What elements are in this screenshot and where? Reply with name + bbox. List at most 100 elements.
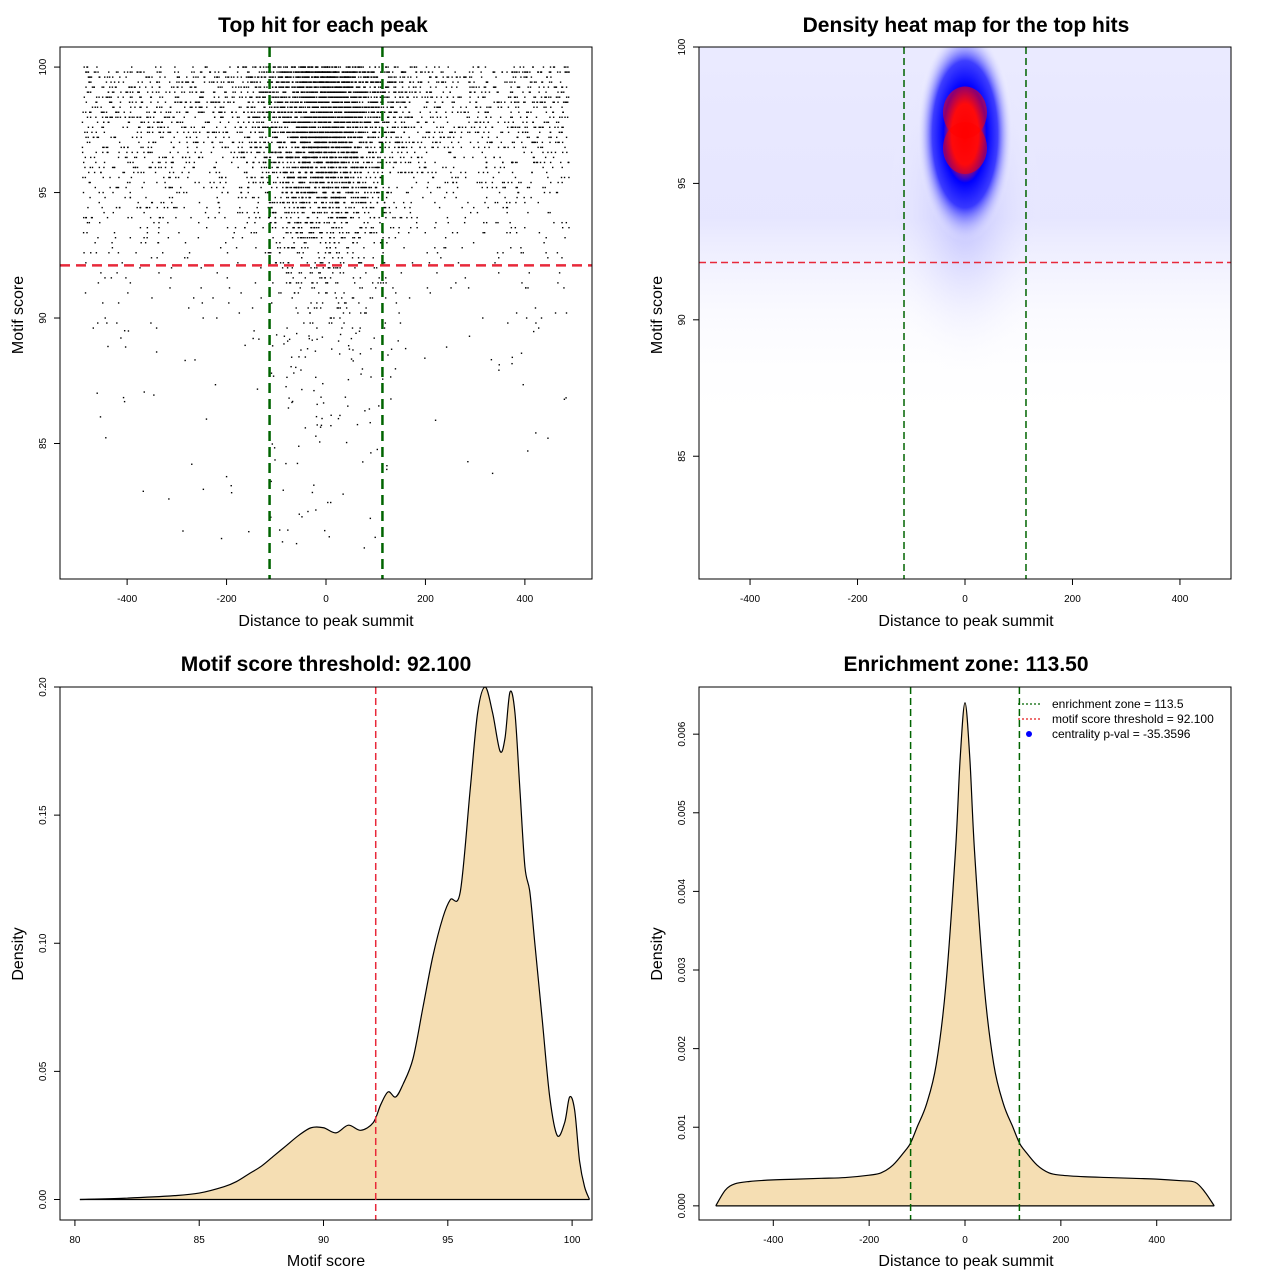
scatter-point <box>117 302 120 304</box>
scatter-point <box>382 237 384 239</box>
scatter-point <box>421 116 423 118</box>
scatter-point <box>439 106 441 108</box>
scatter-point <box>178 111 181 113</box>
scatter-point <box>274 262 277 264</box>
scatter-point <box>287 186 289 189</box>
scatter-point <box>249 96 251 98</box>
scatter-point <box>85 86 87 88</box>
scatter-point <box>147 116 149 118</box>
scatter-point <box>557 181 559 184</box>
scatter-point <box>153 111 155 113</box>
scatter-point <box>513 141 515 144</box>
scatter-point <box>281 81 284 83</box>
scatter-point <box>304 247 306 249</box>
scatter-point <box>358 262 360 264</box>
scatter-point <box>532 121 534 123</box>
scatter-point <box>372 81 375 83</box>
scatter-point <box>297 226 300 229</box>
scatter-point <box>408 141 411 144</box>
scatter-point <box>432 141 434 144</box>
scatter-point <box>316 156 319 159</box>
scatter-point <box>355 332 357 335</box>
scatter-point <box>358 330 361 332</box>
scatter-point <box>368 408 371 410</box>
scatter-point <box>290 111 292 113</box>
scatter-point <box>419 111 421 113</box>
scatter-point <box>357 237 360 239</box>
scatter-point <box>314 350 317 352</box>
scatter-point <box>310 156 313 159</box>
scatter-point <box>154 111 156 113</box>
scatter-point <box>445 86 448 88</box>
scatter-point <box>163 126 166 129</box>
scatter-point <box>113 166 116 169</box>
scatter-point <box>331 116 334 118</box>
scatter-point <box>337 76 339 78</box>
scatter-point <box>230 151 232 154</box>
scatter-point <box>164 186 167 189</box>
scatter-point <box>379 156 381 159</box>
scatter-point <box>510 226 513 229</box>
scatter-point <box>137 171 139 174</box>
scatter-point <box>321 116 323 118</box>
scatter-point <box>188 161 191 164</box>
scatter-point <box>308 91 311 93</box>
scatter-point <box>403 121 406 123</box>
scatter-point <box>282 181 285 184</box>
scatter-point <box>346 186 348 189</box>
scatter-point <box>304 206 306 209</box>
scatter-point <box>260 166 263 169</box>
scatter-point <box>315 191 318 194</box>
scatter-point <box>330 186 332 189</box>
scatter-point <box>311 66 314 68</box>
scatter-point <box>287 131 289 134</box>
scatter-point <box>307 141 309 144</box>
scatter-point <box>352 81 354 83</box>
scatter-point <box>495 186 498 189</box>
scatter-point <box>523 196 525 199</box>
scatter-point <box>255 216 257 219</box>
scatter-point <box>309 151 311 154</box>
scatter-point <box>127 121 130 123</box>
scatter-point <box>351 111 354 113</box>
scatter-point <box>227 121 230 123</box>
scatter-point <box>268 171 270 174</box>
scatter-point <box>377 136 380 139</box>
scatter-point <box>271 206 273 209</box>
scatter-point <box>286 376 288 379</box>
scatter-point <box>344 181 346 184</box>
scatter-point <box>460 171 462 174</box>
scatter-point <box>267 116 269 118</box>
scatter-point <box>192 76 195 78</box>
scatter-point <box>374 126 377 129</box>
scatter-point <box>120 146 122 149</box>
scatter-point <box>129 282 132 284</box>
scatter-point <box>483 86 486 88</box>
scatter-point <box>223 81 225 83</box>
scatter-point <box>92 327 94 329</box>
scatter-point <box>294 106 296 108</box>
scatter-point <box>328 91 330 93</box>
scatter-point <box>230 484 232 487</box>
scatter-point <box>156 181 158 184</box>
scatter-point <box>333 91 336 93</box>
scatter-point <box>373 166 375 169</box>
scatter-point <box>293 131 295 134</box>
scatter-point <box>206 206 208 209</box>
scatter-point <box>335 111 337 113</box>
scatter-point <box>394 146 396 149</box>
scatter-point <box>565 101 568 103</box>
scatter-point <box>293 161 295 164</box>
scatter-point <box>524 101 526 103</box>
scatter-point <box>264 106 266 108</box>
scatter-point <box>350 71 352 73</box>
scatter-point <box>374 186 377 189</box>
scatter-point <box>254 126 256 129</box>
scatter-point <box>312 322 314 324</box>
scatter-point <box>356 242 358 244</box>
scatter-point <box>110 81 112 83</box>
scatter-point <box>431 146 433 149</box>
scatter-point <box>234 126 236 129</box>
scatter-point <box>151 126 154 129</box>
scatter-point <box>266 91 268 93</box>
